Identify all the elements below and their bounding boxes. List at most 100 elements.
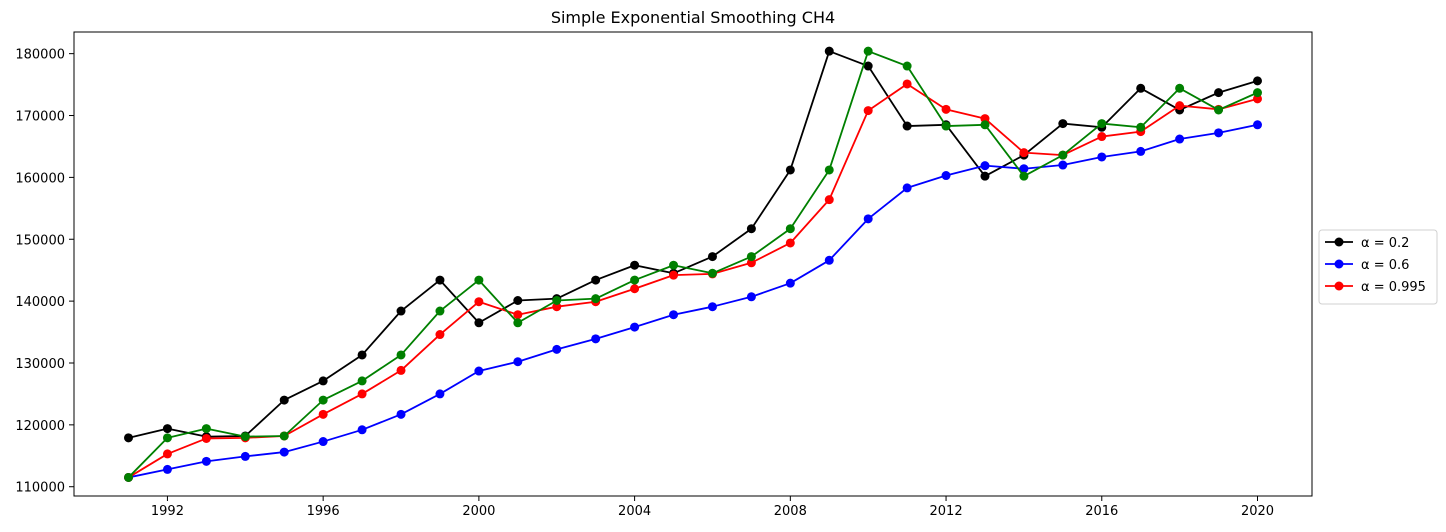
series-line: [127, 50, 1258, 479]
data-point: [357, 350, 367, 360]
x-tick-label: 2016: [1085, 504, 1118, 519]
data-point: [785, 165, 795, 175]
data-point: [1097, 152, 1107, 162]
legend: α = 0.2 α = 0.6 α = 0.995: [1318, 229, 1438, 305]
x-tick-label: 2004: [618, 504, 651, 519]
data-point: [162, 464, 172, 474]
data-point: [1019, 164, 1029, 174]
series-0: [124, 46, 1262, 443]
y-tick-label: 170000: [15, 110, 65, 125]
data-point: [863, 214, 873, 224]
data-point: [474, 297, 484, 307]
data-point: [1058, 119, 1068, 129]
legend-label: α = 0.6: [1361, 258, 1409, 273]
data-point: [1252, 88, 1262, 98]
series-line: [128, 83, 1258, 479]
data-point: [162, 449, 172, 459]
legend-label: α = 0.995: [1361, 280, 1426, 295]
data-point: [1214, 105, 1224, 115]
data-point: [357, 376, 367, 386]
data-point: [357, 389, 367, 399]
legend-marker: [1334, 237, 1344, 247]
data-point: [941, 104, 951, 114]
data-point: [863, 46, 873, 56]
data-point: [1097, 119, 1107, 129]
data-point: [707, 302, 717, 312]
data-point: [124, 472, 134, 482]
chart-title: Simple Exponential Smoothing CH4: [551, 8, 835, 27]
y-tick-label: 150000: [15, 233, 65, 248]
plot-frame: [73, 31, 1313, 497]
data-point: [357, 425, 367, 435]
data-point: [1019, 171, 1029, 181]
data-point: [318, 395, 328, 405]
data-point: [591, 294, 601, 304]
data-point: [980, 161, 990, 171]
x-tick-label: 2012: [930, 504, 963, 519]
data-point: [902, 79, 912, 89]
data-point: [980, 171, 990, 181]
data-point: [279, 431, 289, 441]
data-point: [435, 306, 445, 316]
data-point: [669, 270, 679, 280]
data-point: [1019, 148, 1029, 158]
data-point: [980, 120, 990, 130]
data-point: [1214, 88, 1224, 98]
data-point: [513, 310, 523, 320]
data-point: [630, 284, 640, 294]
data-point: [162, 433, 172, 443]
data-point: [124, 433, 134, 443]
y-tick-label: 110000: [15, 481, 65, 496]
y-tick-label: 180000: [15, 48, 65, 63]
data-point: [474, 366, 484, 376]
data-point: [785, 238, 795, 248]
data-point: [669, 260, 679, 270]
data-point: [863, 106, 873, 116]
data-point: [630, 275, 640, 285]
legend-entry: α = 0.6: [1325, 258, 1409, 273]
data-point: [1136, 83, 1146, 93]
data-point: [902, 121, 912, 131]
data-point: [240, 432, 250, 442]
data-point: [591, 275, 601, 285]
legend-label: α = 0.2: [1361, 236, 1409, 251]
data-point: [396, 306, 406, 316]
data-point: [863, 61, 873, 71]
x-axis: 1992 1996 2000 2004 2008 2012 2016 2020: [151, 496, 1274, 519]
data-point: [746, 252, 756, 262]
x-tick-label: 2008: [774, 504, 807, 519]
data-point: [824, 165, 834, 175]
data-point: [824, 195, 834, 205]
data-point: [396, 409, 406, 419]
data-point: [1175, 101, 1185, 111]
data-point: [902, 61, 912, 71]
legend-entry: α = 0.995: [1325, 280, 1426, 295]
data-point: [1136, 122, 1146, 132]
x-tick-label: 1996: [307, 504, 340, 519]
data-point: [746, 292, 756, 302]
data-point: [785, 224, 795, 234]
data-point: [1136, 146, 1146, 156]
data-point: [552, 302, 562, 312]
data-point: [279, 395, 289, 405]
data-point: [474, 275, 484, 285]
y-axis: 110000 120000 130000 140000 150000 160000 1700…: [15, 48, 74, 496]
x-tick-label: 2000: [462, 504, 495, 519]
data-point: [513, 296, 523, 306]
data-point: [201, 424, 211, 434]
data-point: [1058, 160, 1068, 170]
data-point: [435, 275, 445, 285]
legend-marker: [1334, 259, 1344, 269]
series-3: [124, 46, 1262, 482]
data-point: [980, 114, 990, 124]
series-line: [128, 123, 1258, 479]
data-point: [513, 357, 523, 367]
data-point: [318, 376, 328, 386]
data-point: [824, 255, 834, 265]
data-point: [201, 433, 211, 443]
data-point: [1252, 94, 1262, 104]
data-point: [435, 330, 445, 340]
data-point: [318, 437, 328, 447]
